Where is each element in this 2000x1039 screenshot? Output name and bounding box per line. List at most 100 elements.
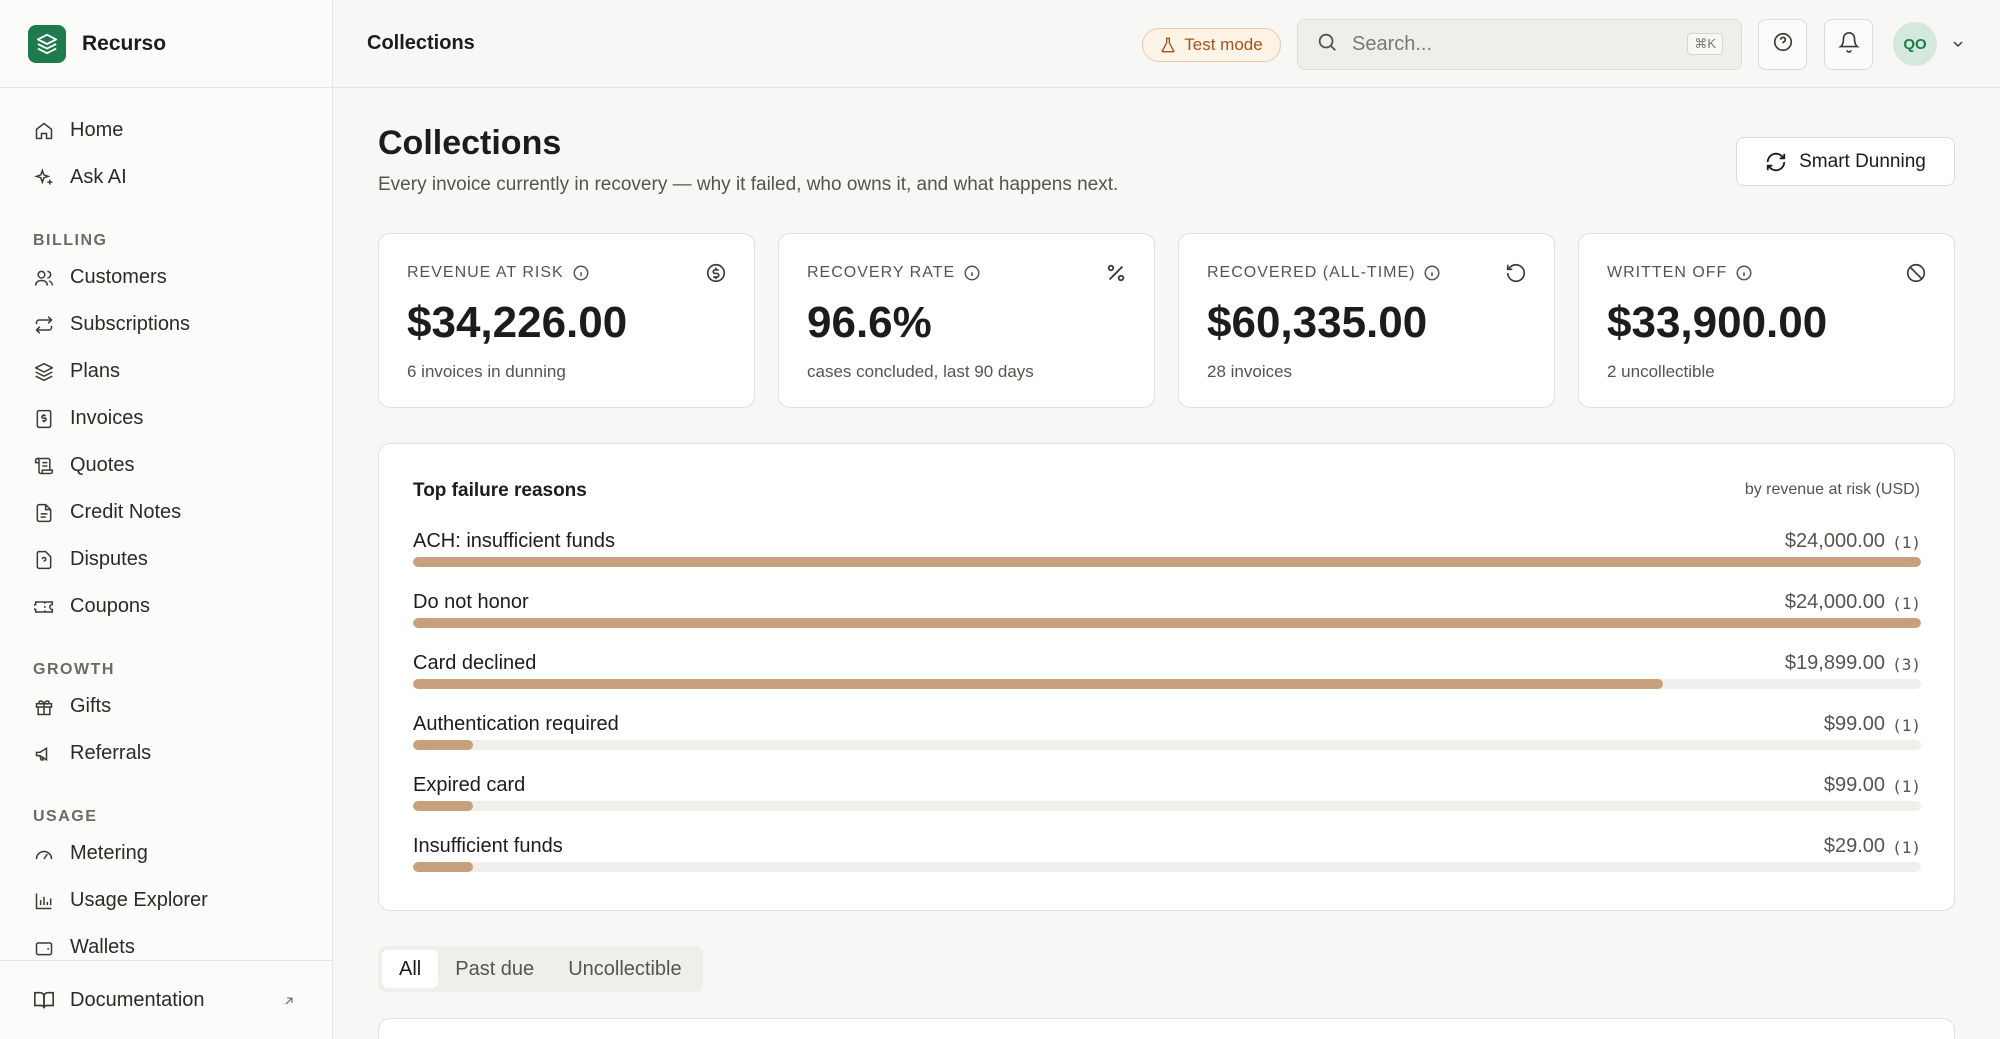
failure-reason-row: Card declined $19,899.00 (3) [413, 652, 1921, 700]
sidebar-item-customers[interactable]: Customers [0, 254, 332, 301]
logo-icon [28, 24, 66, 63]
failure-reason-row: Authentication required $99.00 (1) [413, 713, 1921, 761]
bar-chart-icon [33, 890, 55, 912]
reason-bar-track [413, 740, 1921, 750]
external-link-icon [282, 991, 296, 1014]
tab-uncollectible[interactable]: Uncollectible [568, 957, 682, 980]
avatar[interactable]: QO [1893, 22, 1937, 66]
scroll-icon [33, 455, 55, 477]
sidebar-item-wallets[interactable]: Wallets [0, 924, 332, 971]
tab-past-due[interactable]: Past due [455, 957, 535, 980]
reason-bar-track [413, 862, 1921, 872]
sidebar-item-plans[interactable]: Plans [0, 348, 332, 395]
kpi-subtext: cases concluded, last 90 days [807, 362, 1034, 381]
sidebar-item-disputes[interactable]: Disputes [0, 536, 332, 583]
sidebar-item-label: Plans [70, 360, 121, 382]
kpi-subtext: 6 invoices in dunning [407, 362, 566, 381]
reason-bar-fill [413, 740, 474, 750]
sidebar-item-documentation[interactable]: Documentation [0, 960, 332, 1039]
section-usage: USAGE [33, 808, 98, 825]
sidebar-item-usage-explorer[interactable]: Usage Explorer [0, 877, 332, 924]
sidebar-item-referrals[interactable]: Referrals [0, 730, 332, 777]
invoice-icon [33, 408, 55, 430]
tab-all[interactable]: All [382, 950, 439, 988]
reason-bar-fill [413, 679, 1664, 689]
kpi-label: RECOVERED (ALL-TIME) [1207, 264, 1441, 282]
sidebar-item-metering[interactable]: Metering [0, 830, 332, 877]
reason-amount: $29.00 [1823, 835, 1885, 857]
sidebar-item-label: Credit Notes [70, 501, 182, 523]
megaphone-icon [33, 743, 55, 765]
home-icon [33, 120, 55, 142]
chevron-down-icon[interactable] [1950, 36, 1966, 57]
kpi-card-written-off: WRITTEN OFF $33,900.00 2 uncollectible [1578, 233, 1955, 408]
sidebar-item-label: Wallets [70, 936, 135, 958]
help-button[interactable] [1758, 19, 1807, 70]
reason-label: Authentication required [413, 713, 619, 735]
header-title: Collections [367, 32, 475, 54]
file-icon [33, 502, 55, 524]
sidebar-item-label: Quotes [70, 454, 135, 476]
section-billing: BILLING [33, 232, 108, 249]
sidebar-item-label: Referrals [70, 742, 152, 764]
sidebar-item-label: Coupons [70, 595, 151, 617]
reason-count: (1) [1892, 777, 1921, 796]
kpi-subtext: 28 invoices [1207, 362, 1293, 381]
reason-count: (1) [1892, 838, 1921, 857]
sidebar-item-gifts[interactable]: Gifts [0, 683, 332, 730]
bell-icon [1837, 31, 1860, 58]
kpi-card-revenue-at-risk: REVENUE AT RISK $34,226.00 6 invoices in… [378, 233, 755, 408]
collections-tabs: All Past due Uncollectible [378, 946, 703, 992]
reason-bar-track [413, 801, 1921, 811]
top-bar: Collections Test mode ⌘K QO [333, 0, 2000, 88]
info-icon[interactable] [572, 264, 590, 282]
users-icon [33, 267, 55, 289]
reason-amount: $24,000.00 [1784, 591, 1885, 613]
sidebar-item-label: Metering [70, 842, 148, 864]
info-icon[interactable] [1423, 264, 1441, 282]
sidebar-item-home[interactable]: Home [0, 107, 332, 154]
reason-bar-track [413, 679, 1921, 689]
sidebar-item-label: Ask AI [70, 166, 127, 188]
reason-label: Insufficient funds [413, 835, 563, 857]
invoices-table [378, 1018, 1955, 1039]
sidebar-item-label: Disputes [70, 548, 148, 570]
reason-amount: $99.00 [1823, 713, 1885, 735]
reason-label: Do not honor [413, 591, 529, 613]
sidebar-item-label: Usage Explorer [70, 889, 208, 911]
reason-count: (1) [1892, 594, 1921, 613]
sidebar: Recurso Home Ask AI BILLING Customers Su… [0, 0, 333, 1039]
kpi-label-text: REVENUE AT RISK [407, 264, 564, 281]
flask-icon [1160, 37, 1176, 53]
sidebar-item-invoices[interactable]: Invoices [0, 395, 332, 442]
reason-count: (1) [1892, 716, 1921, 735]
kpi-value: 96.6% [807, 298, 932, 347]
gauge-icon [33, 843, 55, 865]
reason-bar-fill [413, 557, 1921, 567]
search-icon [1316, 31, 1338, 58]
info-icon[interactable] [963, 264, 981, 282]
sidebar-item-quotes[interactable]: Quotes [0, 442, 332, 489]
sidebar-item-credit-notes[interactable]: Credit Notes [0, 489, 332, 536]
reason-count: (1) [1892, 533, 1921, 552]
sidebar-item-coupons[interactable]: Coupons [0, 583, 332, 630]
kpi-label: REVENUE AT RISK [407, 264, 590, 282]
reason-bar-fill [413, 618, 1921, 628]
smart-dunning-button[interactable]: Smart Dunning [1736, 137, 1955, 186]
smart-dunning-label: Smart Dunning [1799, 150, 1926, 172]
help-circle-icon [1772, 31, 1794, 58]
repeat-icon [33, 314, 55, 336]
notifications-button[interactable] [1824, 19, 1873, 70]
search-box[interactable]: ⌘K [1297, 19, 1742, 70]
reason-bar-fill [413, 862, 474, 872]
info-icon[interactable] [1735, 264, 1753, 282]
test-mode-badge[interactable]: Test mode [1142, 28, 1281, 62]
question-file-icon [33, 549, 55, 571]
brand[interactable]: Recurso [0, 0, 332, 88]
documentation-label: Documentation [70, 988, 205, 1011]
kpi-subtext: 2 uncollectible [1607, 362, 1715, 381]
sidebar-item-subscriptions[interactable]: Subscriptions [0, 301, 332, 348]
sidebar-item-ask-ai[interactable]: Ask AI [0, 154, 332, 201]
search-input[interactable] [1352, 33, 1672, 56]
kpi-value: $33,900.00 [1607, 298, 1828, 347]
